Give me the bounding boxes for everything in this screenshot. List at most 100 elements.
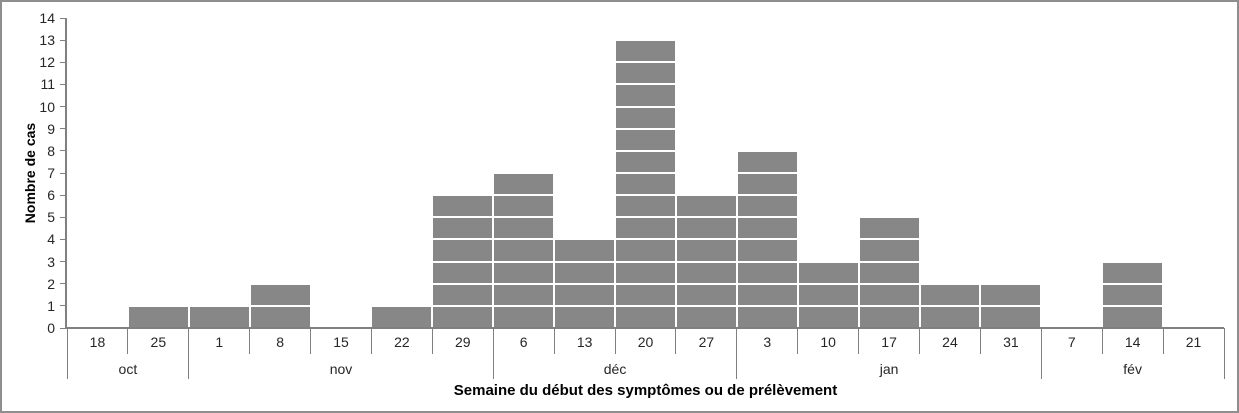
y-tick-label: 4 xyxy=(47,231,55,248)
y-tick-label: 10 xyxy=(39,98,55,115)
x-week-label: 8 xyxy=(276,334,285,350)
y-tick-label: 9 xyxy=(47,120,55,137)
week-separator xyxy=(979,328,981,354)
bar-cell xyxy=(797,261,859,284)
week-separator xyxy=(249,328,251,354)
bar-cell xyxy=(797,283,859,306)
bar-cell xyxy=(797,305,859,328)
x-week-label: 17 xyxy=(881,334,897,350)
x-month-label: fév xyxy=(1123,361,1142,377)
bar-cell xyxy=(736,172,798,196)
bar-cell xyxy=(432,195,494,218)
bar-cell xyxy=(919,283,981,306)
y-tick-label: 12 xyxy=(39,54,55,71)
x-week-label: 1 xyxy=(215,334,224,350)
y-tick-label: 2 xyxy=(47,275,55,292)
bar-cell xyxy=(432,283,494,306)
bar xyxy=(371,305,433,328)
bar-cell xyxy=(736,150,798,173)
y-tick-label: 7 xyxy=(47,165,55,181)
bar xyxy=(797,261,859,328)
x-week-label: 15 xyxy=(333,334,349,350)
bar xyxy=(736,150,798,328)
bar-cell xyxy=(858,239,920,262)
y-tick-mark xyxy=(60,283,65,285)
bar xyxy=(432,195,494,328)
bar-cell xyxy=(127,305,189,328)
x-week-label: 7 xyxy=(1067,334,1076,350)
y-tick-label: 3 xyxy=(47,253,55,270)
x-week-label: 29 xyxy=(455,334,471,350)
x-week-label: 3 xyxy=(763,334,772,350)
y-tick-mark xyxy=(60,17,65,19)
bar-cell xyxy=(736,283,798,306)
bar-cell xyxy=(432,305,494,328)
bar-cell xyxy=(493,283,555,306)
x-week-label: 13 xyxy=(576,334,593,350)
x-week-label: 22 xyxy=(394,334,410,350)
bar-cell xyxy=(493,305,555,328)
bar-cell xyxy=(615,305,676,328)
x-axis-line xyxy=(65,327,1224,329)
bar-cell xyxy=(615,217,676,240)
bar-cell xyxy=(554,305,616,328)
y-tick-label: 14 xyxy=(39,10,55,26)
bar-cell xyxy=(675,217,737,240)
bar xyxy=(858,217,920,328)
x-week-label: 25 xyxy=(150,334,167,350)
y-tick-mark xyxy=(60,106,65,108)
week-separator xyxy=(858,328,860,354)
bar-cell xyxy=(432,261,494,284)
y-tick-mark xyxy=(60,39,65,41)
bar-cell xyxy=(675,261,737,284)
y-tick-mark xyxy=(60,172,65,174)
x-week-label: 18 xyxy=(89,334,106,350)
bar-cell xyxy=(432,217,494,240)
bar-cell xyxy=(554,261,616,284)
y-tick-mark xyxy=(60,194,65,196)
bar-cell xyxy=(249,283,311,306)
bar-cell xyxy=(675,305,737,328)
bar-cell xyxy=(675,195,737,218)
week-separator xyxy=(919,328,921,354)
bar-cell xyxy=(371,305,433,328)
bar-cell xyxy=(1102,283,1164,306)
x-week-label: 14 xyxy=(1124,334,1141,350)
month-separator xyxy=(188,328,190,379)
bar-cell xyxy=(188,305,250,328)
bar-cell xyxy=(736,217,798,240)
y-tick-mark xyxy=(60,128,65,130)
bar xyxy=(919,283,981,328)
bar-cell xyxy=(675,239,737,262)
week-separator xyxy=(1162,328,1164,354)
bar-cell xyxy=(980,305,1042,328)
month-separator xyxy=(492,328,494,379)
bar-cell xyxy=(493,239,555,262)
y-tick-label: 13 xyxy=(39,32,55,49)
y-tick-label: 0 xyxy=(47,320,55,336)
bar-cell xyxy=(736,195,798,218)
y-tick-mark xyxy=(60,238,65,240)
bar xyxy=(554,239,616,328)
bar xyxy=(493,173,555,328)
bar-cell xyxy=(1102,261,1164,284)
bar-cell xyxy=(493,217,555,240)
week-separator xyxy=(127,328,129,354)
bar-cell xyxy=(249,305,311,328)
week-separator xyxy=(797,328,799,354)
x-month-label: oct xyxy=(118,361,138,377)
month-separator xyxy=(66,328,68,379)
y-tick-label: 8 xyxy=(47,142,55,159)
bar-cell xyxy=(615,106,676,129)
bar-cell xyxy=(615,172,676,196)
x-week-label: 20 xyxy=(637,334,654,350)
bar xyxy=(127,305,189,328)
bar-cell xyxy=(858,217,920,240)
x-week-label: 31 xyxy=(1003,334,1019,350)
bar-cell xyxy=(736,305,798,328)
week-separator xyxy=(675,328,677,354)
week-separator xyxy=(370,328,372,354)
week-separator xyxy=(553,328,555,354)
